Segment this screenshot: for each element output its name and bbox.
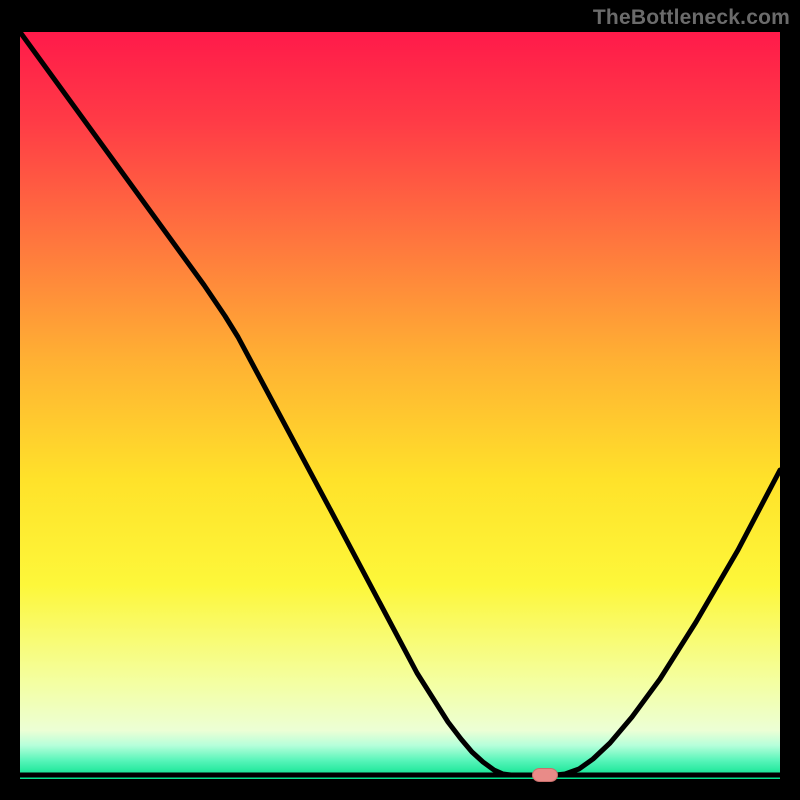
chart-canvas: TheBottleneck.com	[0, 0, 800, 800]
bottleneck-curve	[20, 32, 780, 775]
watermark-label: TheBottleneck.com	[593, 6, 790, 30]
marker-shape	[532, 768, 558, 782]
plot-area	[20, 32, 780, 779]
optimum-marker	[532, 768, 558, 782]
plot-svg	[20, 32, 780, 779]
gradient-background	[20, 32, 780, 779]
